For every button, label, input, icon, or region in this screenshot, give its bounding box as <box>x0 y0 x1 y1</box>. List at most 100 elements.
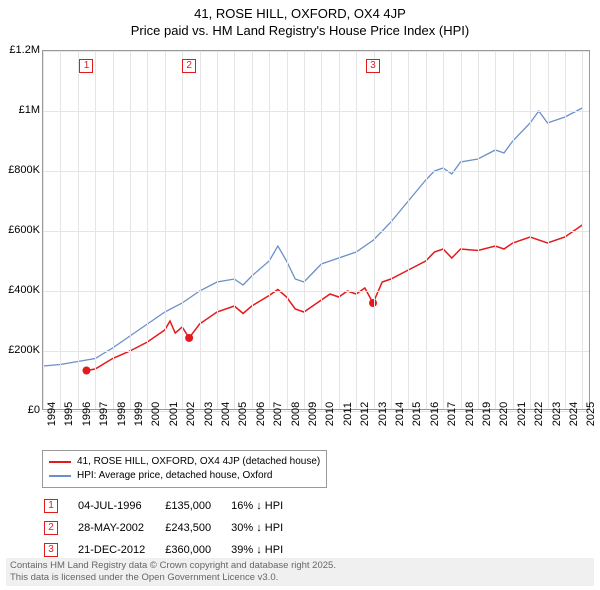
ytick-label: £200K <box>8 344 40 356</box>
event-date: 04-JUL-1996 <box>78 496 163 516</box>
xtick-label: 2019 <box>481 402 493 426</box>
xtick-label: 1994 <box>46 402 58 426</box>
series-line-hpi <box>43 108 582 366</box>
gridline-v <box>565 51 566 409</box>
event-diff: 16% ↓ HPI <box>231 496 301 516</box>
gridline-v <box>495 51 496 409</box>
legend-label: 41, ROSE HILL, OXFORD, OX4 4JP (detached… <box>77 455 320 469</box>
series-line-paid <box>86 225 582 371</box>
gridline-v <box>513 51 514 409</box>
xtick-label: 1999 <box>133 402 145 426</box>
gridline-v <box>165 51 166 409</box>
gridline-h <box>43 111 589 112</box>
xtick-label: 2009 <box>307 402 319 426</box>
ytick-label: £600K <box>8 224 40 236</box>
xtick-label: 2018 <box>464 402 476 426</box>
gridline-v <box>60 51 61 409</box>
legend-label: HPI: Average price, detached house, Oxfo… <box>77 469 273 483</box>
xtick-label: 2004 <box>220 402 232 426</box>
gridline-v <box>78 51 79 409</box>
legend-row: 41, ROSE HILL, OXFORD, OX4 4JP (detached… <box>49 455 320 469</box>
gridline-v <box>95 51 96 409</box>
gridline-h <box>43 351 589 352</box>
gridline-v <box>217 51 218 409</box>
gridline-v <box>339 51 340 409</box>
gridline-h <box>43 51 589 52</box>
xtick-label: 2020 <box>498 402 510 426</box>
event-marker-3: 3 <box>366 59 380 73</box>
xtick-label: 2014 <box>394 402 406 426</box>
gridline-v <box>234 51 235 409</box>
gridline-v <box>304 51 305 409</box>
xtick-label: 1996 <box>81 402 93 426</box>
event-price: £135,000 <box>165 496 229 516</box>
xtick-label: 1997 <box>98 402 110 426</box>
ytick-label: £400K <box>8 284 40 296</box>
event-marker-icon: 1 <box>44 499 58 513</box>
gridline-v <box>147 51 148 409</box>
events-table: 1 04-JUL-1996£135,00016% ↓ HPI 2 28-MAY-200… <box>42 494 303 562</box>
xtick-label: 2013 <box>377 402 389 426</box>
gridline-v <box>182 51 183 409</box>
xtick-label: 2008 <box>290 402 302 426</box>
gridline-v <box>43 51 44 409</box>
gridline-h <box>43 291 589 292</box>
gridline-h <box>43 231 589 232</box>
event-date: 28-MAY-2002 <box>78 518 163 538</box>
xtick-label: 2025 <box>585 402 597 426</box>
title-block: 41, ROSE HILL, OXFORD, OX4 4JP Price pai… <box>0 0 600 38</box>
footer-line2: This data is licensed under the Open Gov… <box>10 572 590 584</box>
gridline-v <box>548 51 549 409</box>
event-diff: 30% ↓ HPI <box>231 518 301 538</box>
ytick-label: £1.2M <box>9 44 40 56</box>
xtick-label: 2024 <box>568 402 580 426</box>
ytick-label: £0 <box>28 404 40 416</box>
ytick-label: £1M <box>19 104 40 116</box>
event-row: 321-DEC-2012£360,00039% ↓ HPI <box>44 540 301 560</box>
xtick-label: 2015 <box>411 402 423 426</box>
gridline-v <box>287 51 288 409</box>
xtick-label: 2022 <box>533 402 545 426</box>
title-main: 41, ROSE HILL, OXFORD, OX4 4JP <box>0 6 600 21</box>
event-diff: 39% ↓ HPI <box>231 540 301 560</box>
chart-container: 41, ROSE HILL, OXFORD, OX4 4JP Price pai… <box>0 0 600 590</box>
xtick-label: 2023 <box>551 402 563 426</box>
footer-attribution: Contains HM Land Registry data © Crown c… <box>6 558 594 586</box>
gridline-v <box>252 51 253 409</box>
event-marker-2: 2 <box>182 59 196 73</box>
xtick-label: 1998 <box>116 402 128 426</box>
xtick-label: 2016 <box>429 402 441 426</box>
gridline-v <box>391 51 392 409</box>
series-marker <box>82 367 90 375</box>
ytick-label: £800K <box>8 164 40 176</box>
xtick-label: 2005 <box>237 402 249 426</box>
gridline-v <box>478 51 479 409</box>
gridline-v <box>130 51 131 409</box>
gridline-v <box>356 51 357 409</box>
gridline-v <box>200 51 201 409</box>
footer-line1: Contains HM Land Registry data © Crown c… <box>10 560 590 572</box>
legend-swatch <box>49 475 71 477</box>
series-marker <box>185 334 193 342</box>
gridline-v <box>530 51 531 409</box>
gridline-h <box>43 171 589 172</box>
xtick-label: 1995 <box>63 402 75 426</box>
event-marker-icon: 2 <box>44 521 58 535</box>
xtick-label: 2000 <box>150 402 162 426</box>
xtick-label: 2011 <box>342 402 354 426</box>
xtick-label: 2007 <box>272 402 284 426</box>
xtick-label: 2003 <box>203 402 215 426</box>
gridline-v <box>321 51 322 409</box>
gridline-v <box>582 51 583 409</box>
xtick-label: 2006 <box>255 402 267 426</box>
gridline-v <box>374 51 375 409</box>
legend: 41, ROSE HILL, OXFORD, OX4 4JP (detached… <box>42 450 327 488</box>
event-marker-icon: 3 <box>44 543 58 557</box>
title-sub: Price paid vs. HM Land Registry's House … <box>0 23 600 38</box>
gridline-v <box>443 51 444 409</box>
xtick-label: 2021 <box>516 402 528 426</box>
event-date: 21-DEC-2012 <box>78 540 163 560</box>
gridline-v <box>461 51 462 409</box>
xtick-label: 2001 <box>168 402 180 426</box>
event-price: £243,500 <box>165 518 229 538</box>
